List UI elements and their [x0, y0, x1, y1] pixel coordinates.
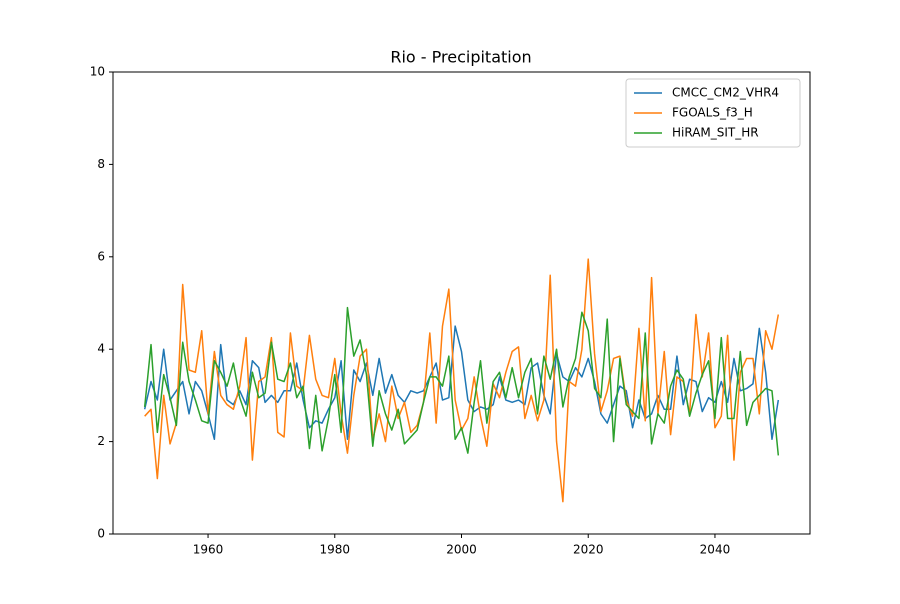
y-tick-label: 4: [97, 342, 105, 356]
y-tick-label: 0: [97, 527, 105, 541]
legend-label: HiRAM_SIT_HR: [672, 126, 759, 140]
x-tick-label: 2000: [446, 543, 477, 557]
y-tick-label: 2: [97, 434, 105, 448]
series-line: [143, 325, 780, 441]
x-tick-label: 1960: [193, 543, 224, 557]
legend-box: [625, 78, 801, 148]
legend: CMCC_CM2_VHR4 FGOALS_f3_H HiRAM_SIT_HR: [625, 78, 801, 148]
series-line: [143, 306, 780, 456]
legend-label: FGOALS_f3_H: [672, 106, 753, 120]
x-tick-label: 2040: [700, 543, 731, 557]
x-tick-label: 1980: [319, 543, 350, 557]
y-tick-label: 10: [90, 65, 105, 79]
chart-title: Rio - Precipitation: [390, 48, 531, 67]
y-tick-label: 8: [97, 157, 105, 171]
legend-label: CMCC_CM2_VHR4: [672, 86, 779, 100]
axes-frame: [112, 71, 811, 535]
x-tick-label: 2020: [573, 543, 604, 557]
y-tick-label: 6: [97, 249, 105, 263]
